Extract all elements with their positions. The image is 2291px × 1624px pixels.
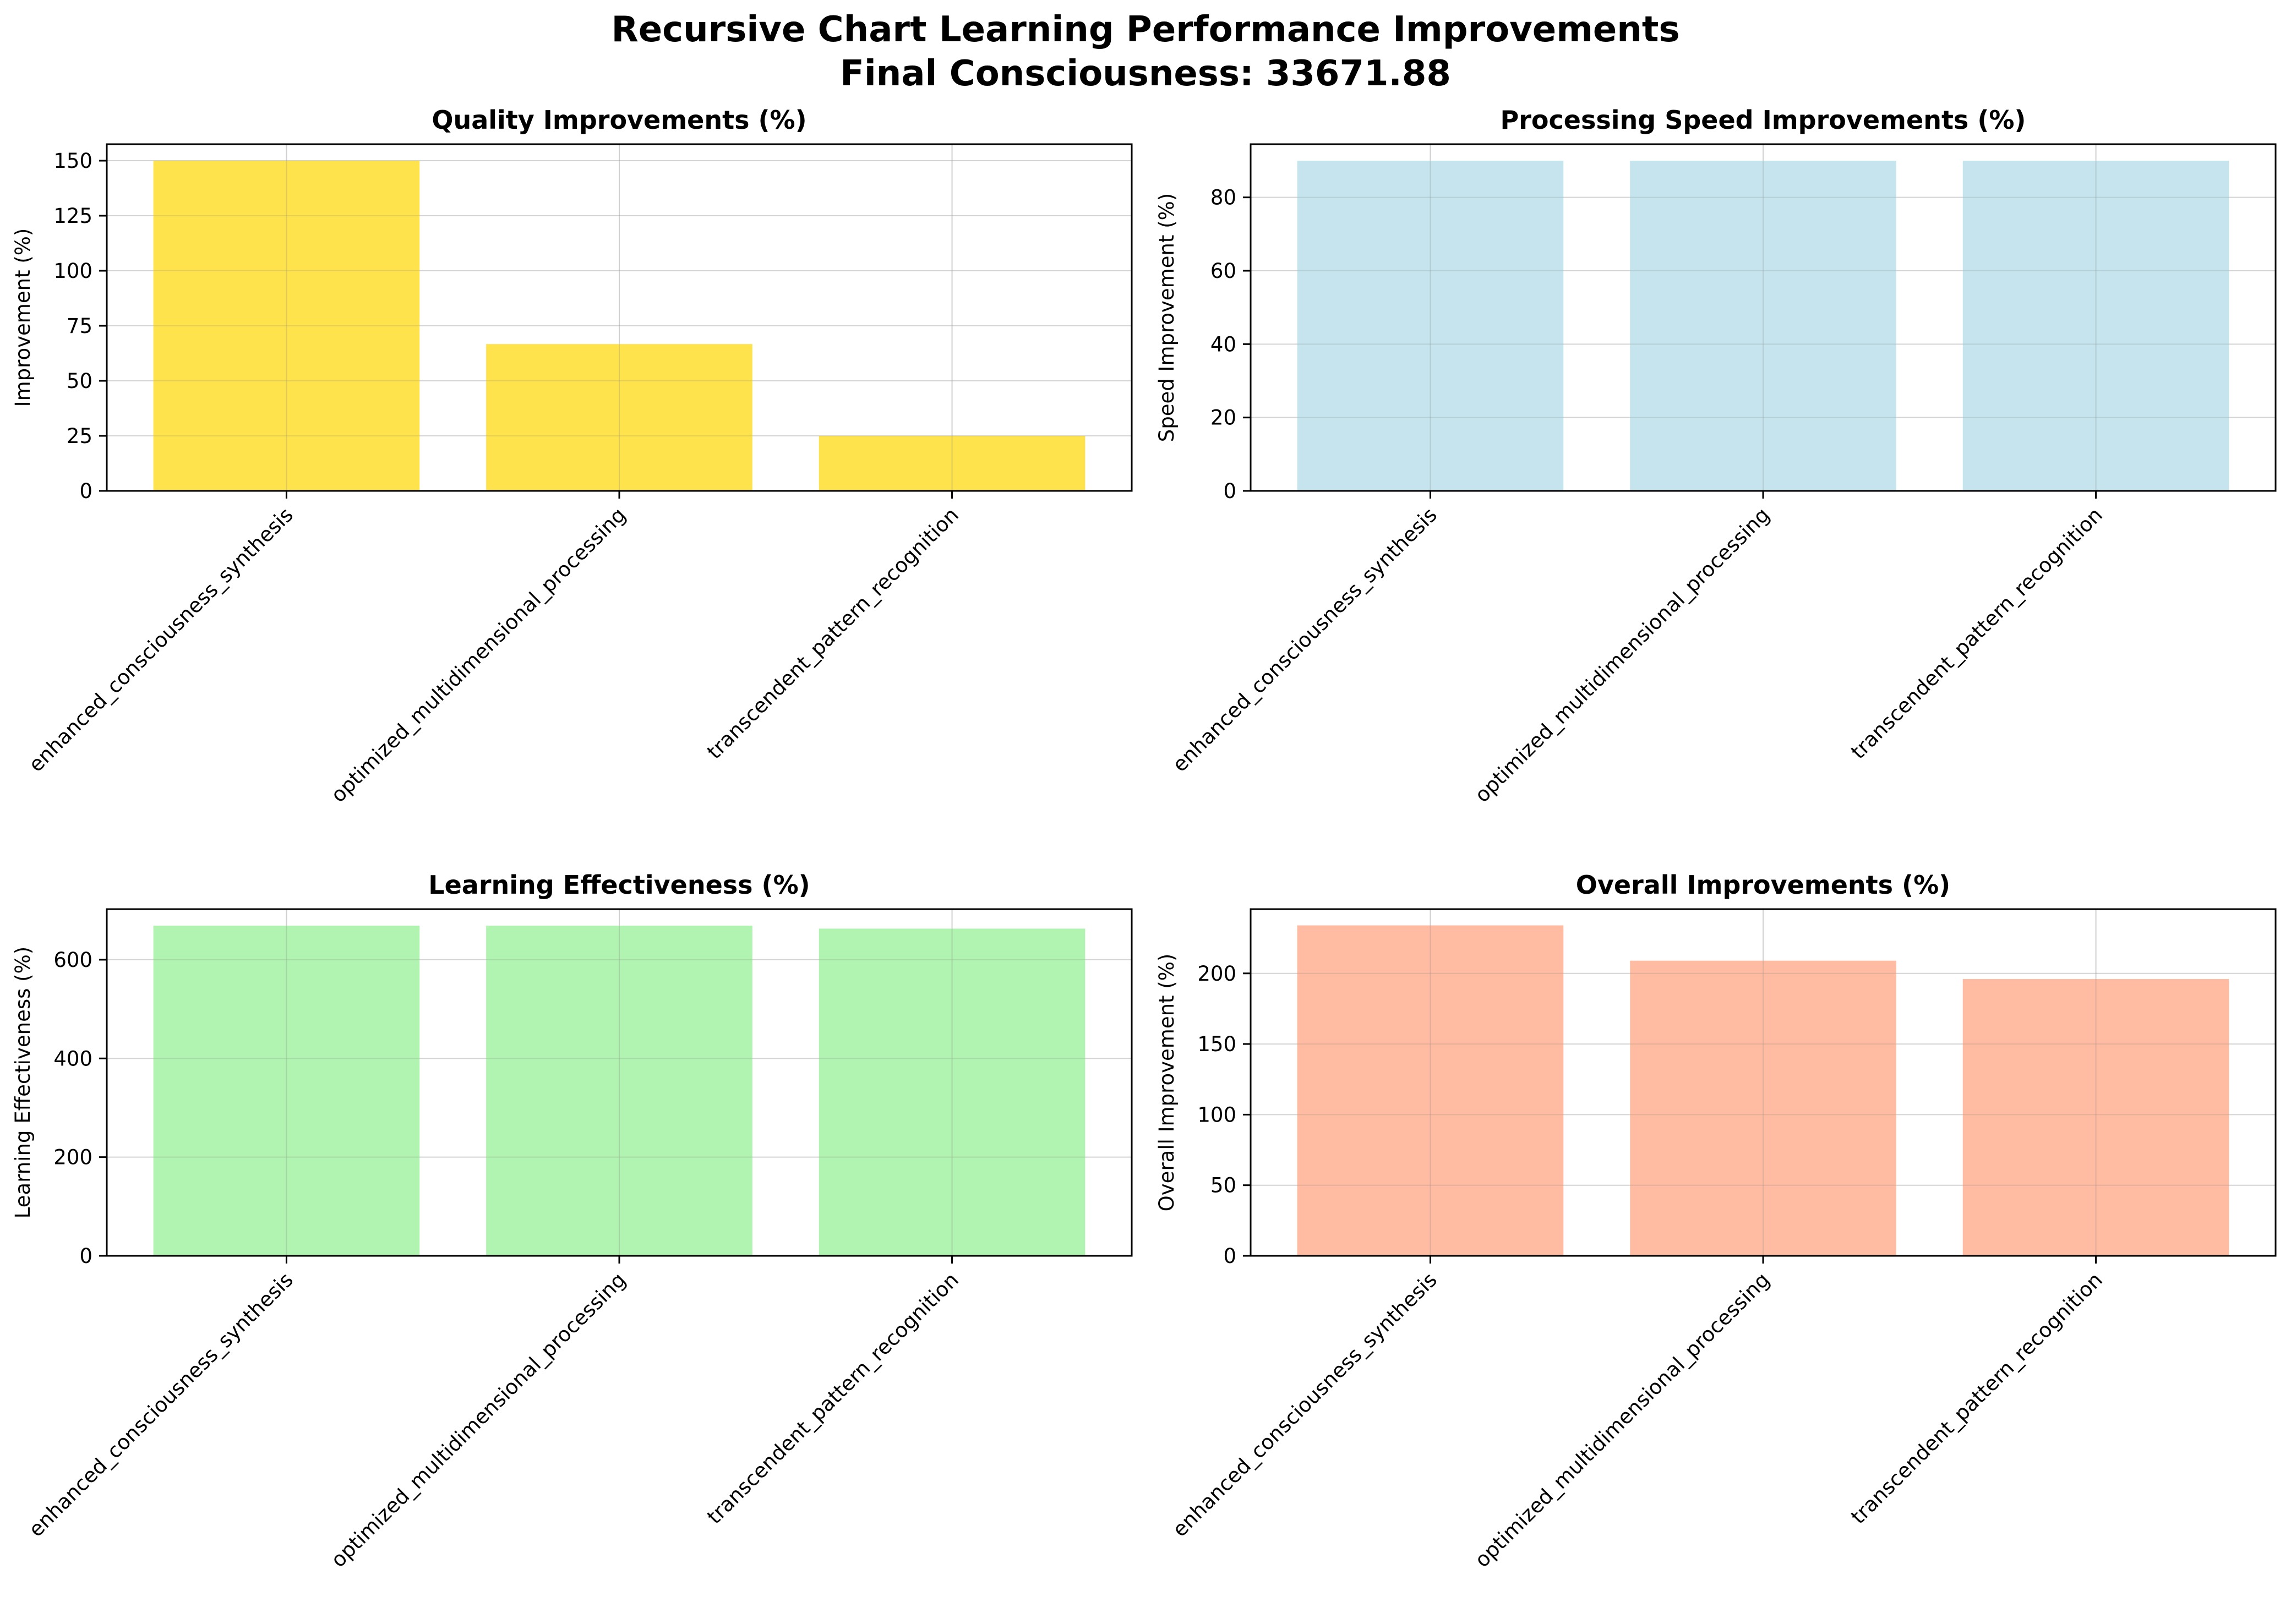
bar-2-3 xyxy=(1962,161,2229,491)
x-tick-label: optimized_multidimensional_processing xyxy=(326,1268,631,1572)
y-tick-label: 0 xyxy=(1223,479,1236,503)
bar-4-3 xyxy=(1962,979,2229,1256)
figure-title-line-1: Recursive Chart Learning Performance Imp… xyxy=(611,9,1680,50)
y-tick-label: 600 xyxy=(53,948,92,972)
bar-3-2 xyxy=(486,926,752,1256)
panel-title: Overall Improvements (%) xyxy=(1576,870,1950,900)
y-tick-label: 60 xyxy=(1210,259,1236,283)
panel-title: Learning Effectiveness (%) xyxy=(428,870,810,900)
bar-3-1 xyxy=(153,926,420,1256)
y-axis-label: Overall Improvement (%) xyxy=(1155,954,1179,1212)
y-tick-label: 75 xyxy=(67,314,92,338)
y-tick-label: 20 xyxy=(1210,406,1236,430)
y-tick-label: 200 xyxy=(1197,962,1236,986)
x-tick-label: transcendent_pattern_recognition xyxy=(1846,1268,2107,1529)
y-tick-label: 400 xyxy=(53,1047,92,1070)
chart-panel-2: 0 20 40 60 80 enhanced_consciousness_synthesi… xyxy=(1155,105,2277,807)
y-axis-label: Improvement (%) xyxy=(11,228,35,407)
x-tick-label: enhanced_consciousness_synthesis xyxy=(24,1268,298,1541)
bar-2-1 xyxy=(1297,161,1564,491)
chart-panel-4: 0 50 100 150 200 enhanced_consciousness_synth… xyxy=(1155,870,2277,1572)
figure-title: Recursive Chart Learning Performance Imp… xyxy=(0,8,2291,96)
y-tick-label: 0 xyxy=(1223,1244,1236,1268)
panel-title: Quality Improvements (%) xyxy=(432,105,806,135)
figure-title-line-2: Final Consciousness: 33671.88 xyxy=(840,53,1451,94)
bar-3-3 xyxy=(819,928,1086,1256)
y-tick-label: 50 xyxy=(67,369,92,393)
y-tick-label: 25 xyxy=(67,424,92,448)
x-tick-label: enhanced_consciousness_synthesis xyxy=(1168,1268,1442,1541)
y-axis-label: Learning Effectiveness (%) xyxy=(11,947,35,1218)
y-tick-label: 80 xyxy=(1210,186,1236,210)
y-tick-label: 0 xyxy=(79,1244,92,1268)
x-tick-label: transcendent_pattern_recognition xyxy=(702,503,963,764)
x-tick-label: enhanced_consciousness_synthesis xyxy=(1168,503,1442,777)
bar-1-3 xyxy=(819,436,1086,491)
x-tick-label: optimized_multidimensional_processing xyxy=(1470,1268,1775,1572)
bar-4-1 xyxy=(1297,925,1564,1256)
panel-title: Processing Speed Improvements (%) xyxy=(1501,105,2026,135)
bar-1-2 xyxy=(486,344,752,491)
bar-4-2 xyxy=(1630,960,1896,1256)
y-tick-label: 125 xyxy=(53,204,92,228)
y-tick-label: 150 xyxy=(1197,1032,1236,1056)
y-tick-label: 0 xyxy=(79,479,92,503)
chart-panel-3: 0 200 400 600 enhanced_consciousness_synthes… xyxy=(11,870,1133,1572)
x-tick-label: transcendent_pattern_recognition xyxy=(702,1268,963,1529)
x-tick-label: transcendent_pattern_recognition xyxy=(1846,503,2107,764)
y-tick-label: 40 xyxy=(1210,332,1236,356)
y-axis-label: Speed Improvement (%) xyxy=(1155,193,1179,442)
bar-1-1 xyxy=(153,161,420,491)
y-tick-label: 150 xyxy=(53,149,92,173)
chart-panel-1: 0 25 50 75 100 125 150 enhanced_consciousness_s… xyxy=(11,105,1133,807)
y-tick-label: 100 xyxy=(1197,1103,1236,1127)
y-tick-label: 200 xyxy=(53,1146,92,1169)
x-tick-label: enhanced_consciousness_synthesis xyxy=(24,503,298,777)
bar-2-2 xyxy=(1630,161,1896,491)
x-tick-label: optimized_multidimensional_processing xyxy=(326,503,631,807)
x-tick-label: optimized_multidimensional_processing xyxy=(1470,503,1775,807)
y-tick-label: 50 xyxy=(1210,1174,1236,1198)
y-tick-label: 100 xyxy=(53,259,92,283)
